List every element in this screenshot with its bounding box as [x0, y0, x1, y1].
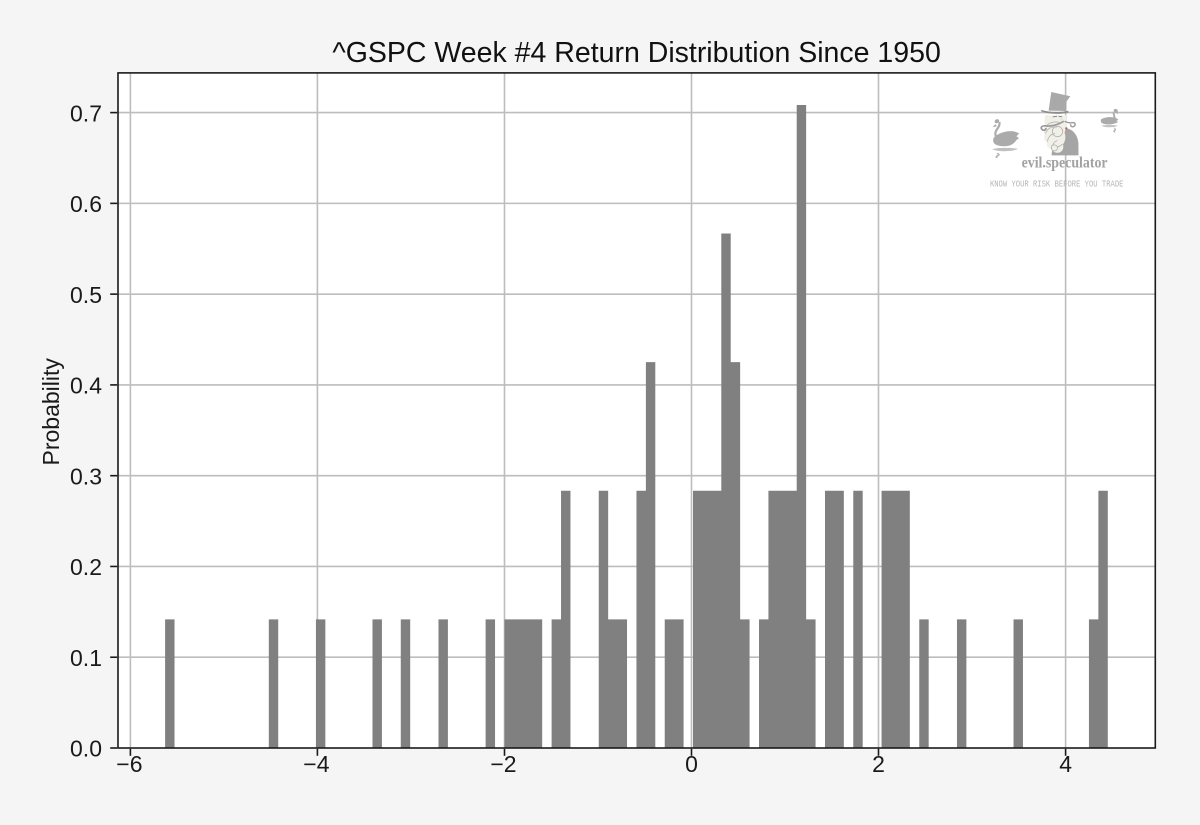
svg-text:0.6: 0.6 [70, 191, 102, 217]
svg-text:0: 0 [685, 751, 698, 777]
svg-text:4: 4 [1059, 751, 1072, 777]
svg-text:−6: −6 [116, 751, 142, 777]
svg-text:−4: −4 [303, 751, 329, 777]
svg-text:Probability: Probability [38, 358, 64, 466]
svg-text:0.4: 0.4 [70, 373, 102, 399]
svg-text:0.0: 0.0 [70, 736, 102, 762]
svg-text:KNOW YOUR RISK BEFORE YOU TRAD: KNOW YOUR RISK BEFORE YOU TRADE [990, 180, 1124, 190]
svg-text:−2: −2 [490, 751, 516, 777]
svg-text:0.5: 0.5 [70, 282, 102, 308]
svg-text:evil.speculator: evil.speculator [1022, 154, 1108, 171]
svg-text:0.2: 0.2 [70, 554, 102, 580]
svg-text:^GSPC Week #4 Return Distribut: ^GSPC Week #4 Return Distribution Since … [332, 37, 940, 69]
svg-text:0.1: 0.1 [70, 645, 102, 671]
svg-text:0.7: 0.7 [70, 100, 102, 126]
svg-text:2: 2 [872, 751, 885, 777]
svg-text:0.3: 0.3 [70, 463, 102, 489]
